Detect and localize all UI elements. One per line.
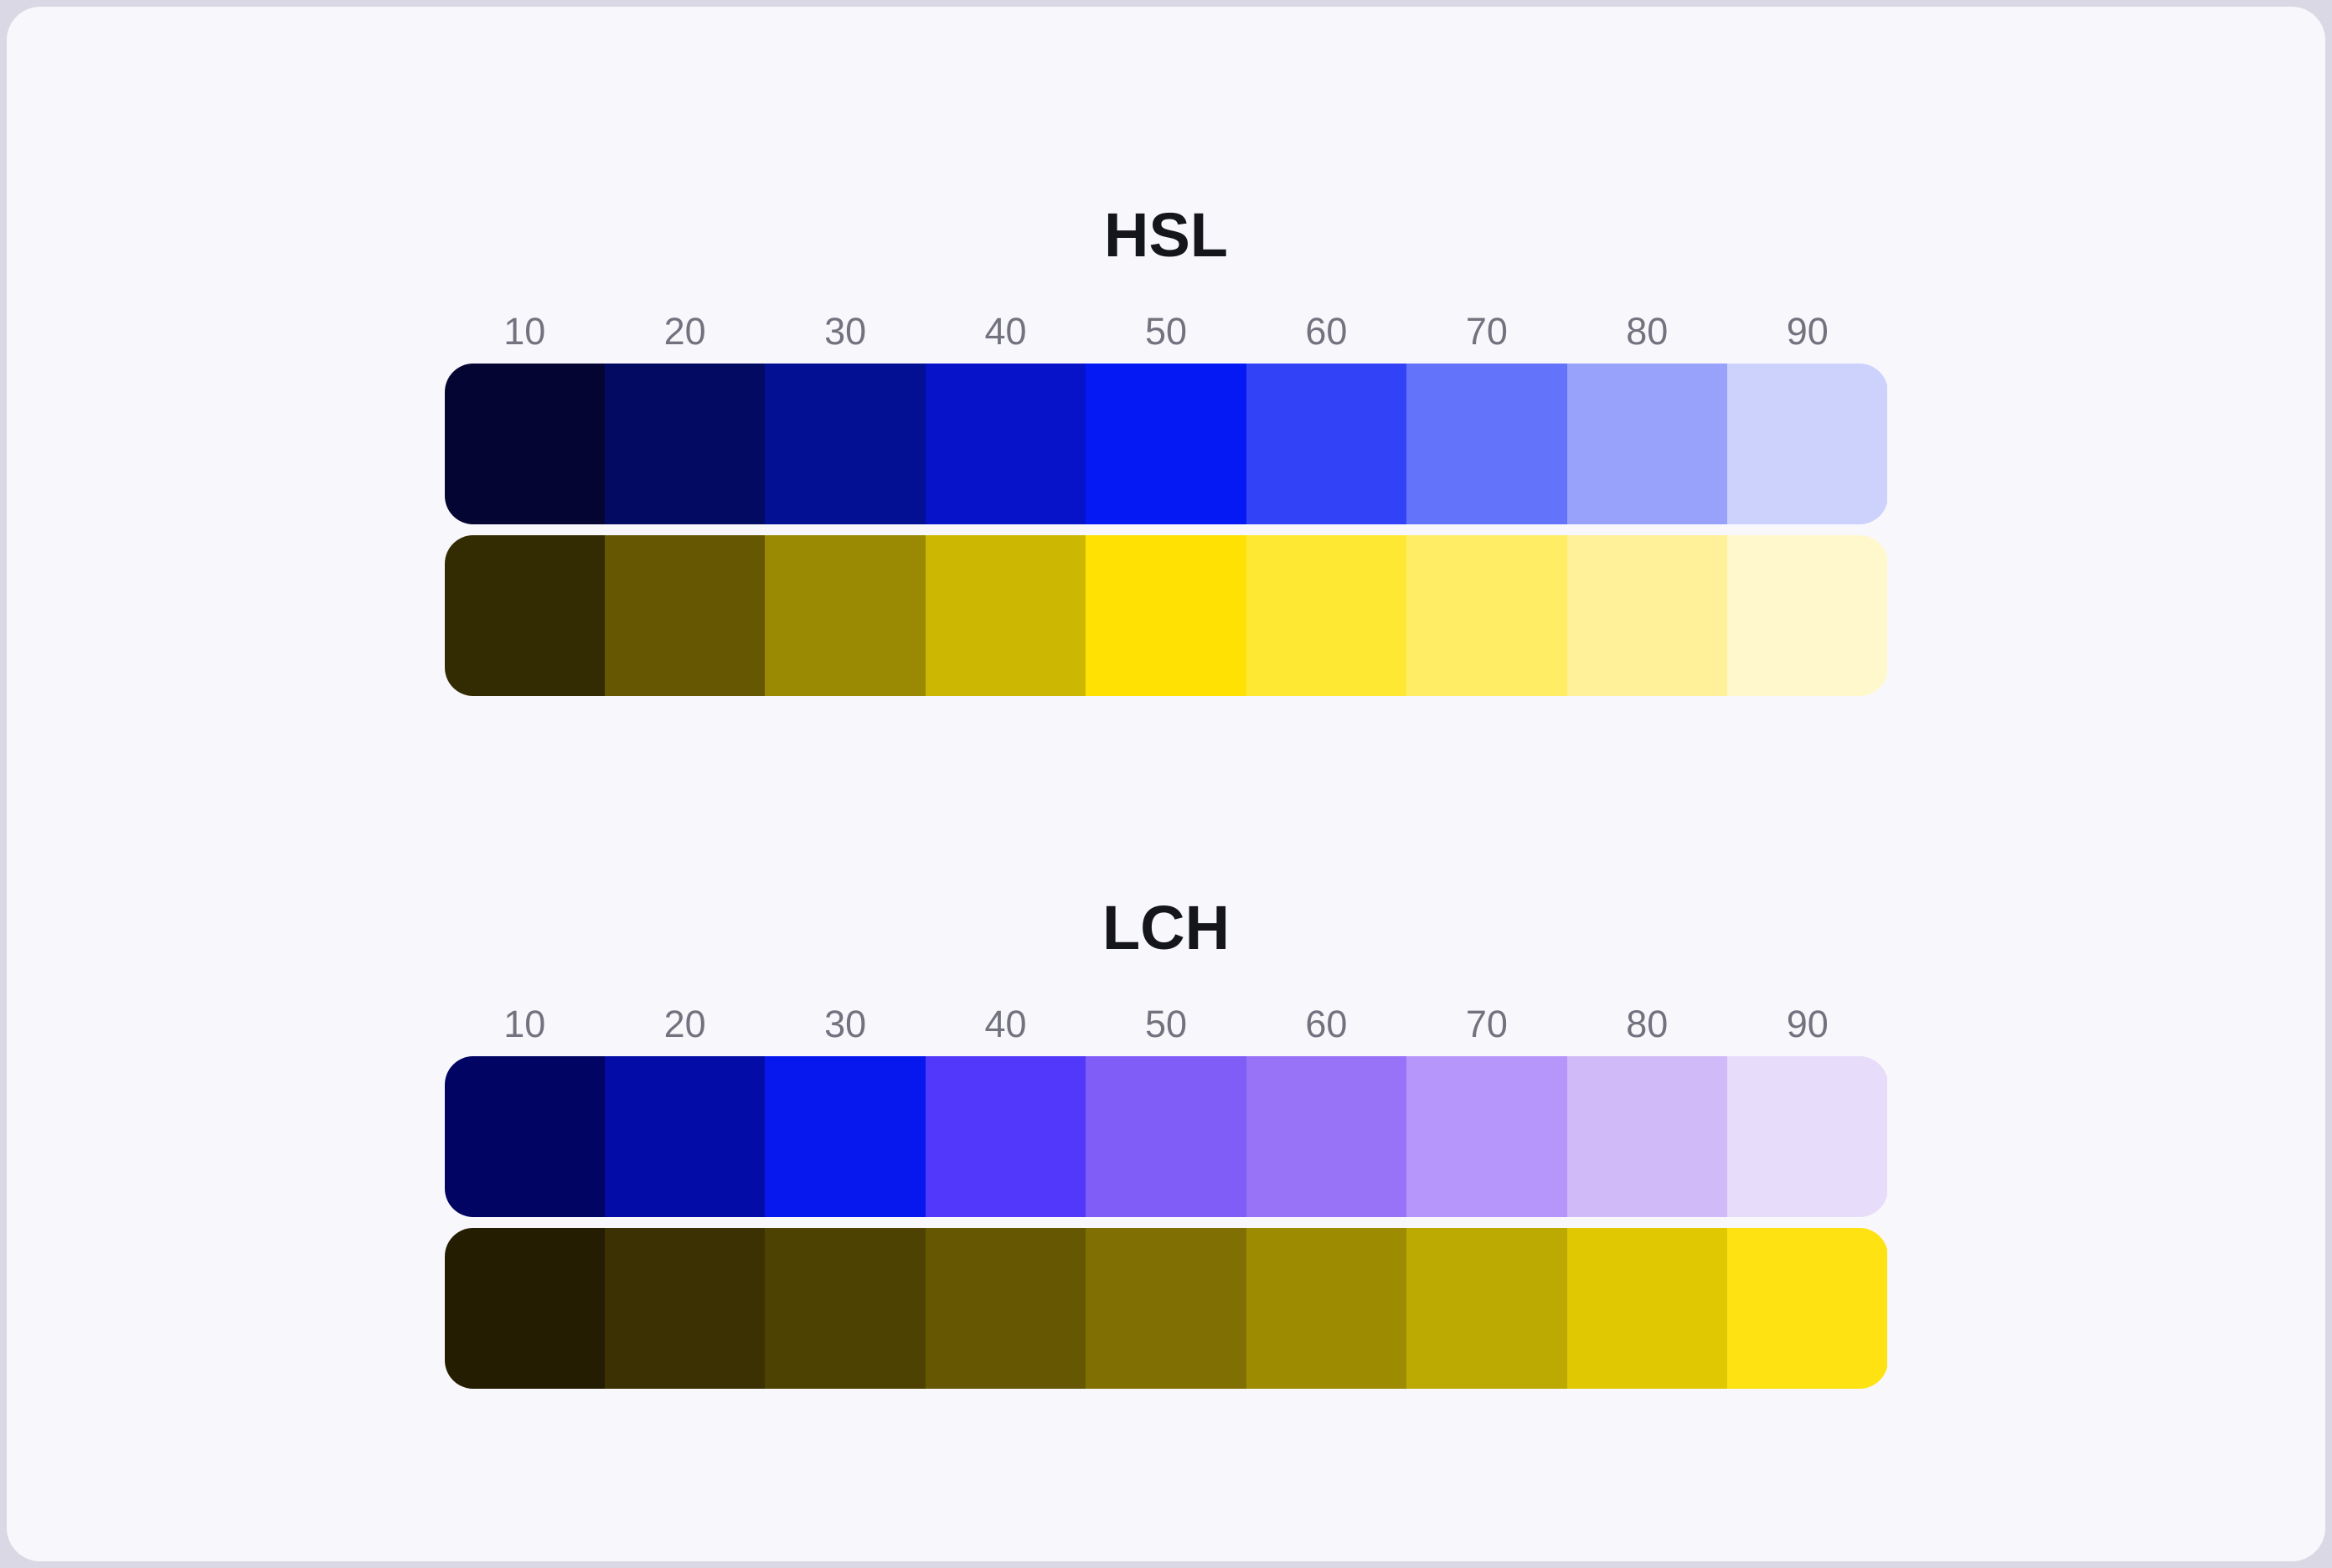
swatch-hsl-yellow-scale-60: [1246, 535, 1407, 696]
lightness-label-30: 30: [824, 1003, 867, 1045]
lightness-label-50: 50: [1144, 310, 1187, 353]
swatch-lch-blue-scale-60: [1246, 1056, 1407, 1217]
swatch-hsl-blue-scale-20: [604, 364, 766, 524]
lightness-label-60: 60: [1305, 1003, 1348, 1045]
swatch-hsl-blue-scale-40: [925, 364, 1086, 524]
lightness-label-90: 90: [1786, 310, 1829, 353]
palette-card: HSL 10 20 30 40 50 60 70 80 90 LCH 10 20 30 40 50 60 7…: [7, 7, 2325, 1561]
scale-group-lch: LCH 10 20 30 40 50 60 70 80 90: [444, 893, 1888, 1389]
swatch-lch-blue-scale-50: [1086, 1056, 1246, 1217]
hsl-yellow-bar: [444, 535, 1888, 696]
lch-title: LCH: [1102, 893, 1230, 962]
swatch-lch-blue-scale-80: [1566, 1056, 1727, 1217]
swatch-lch-blue-scale-70: [1406, 1056, 1567, 1217]
swatch-lch-yellow-scale-50: [1086, 1228, 1246, 1389]
lightness-label-70: 70: [1465, 1003, 1508, 1045]
swatch-lch-blue-scale-10: [444, 1056, 605, 1217]
swatch-lch-yellow-scale-10: [444, 1228, 605, 1389]
hsl-title: HSL: [1104, 200, 1228, 270]
swatch-lch-yellow-scale-60: [1246, 1228, 1407, 1389]
lightness-label-10: 10: [503, 310, 546, 353]
swatch-lch-yellow-scale-20: [604, 1228, 766, 1389]
hsl-blue-bar: [444, 364, 1888, 524]
swatch-hsl-blue-scale-50: [1086, 364, 1246, 524]
lightness-label-90: 90: [1786, 1003, 1829, 1045]
lch-yellow-bar: [444, 1228, 1888, 1389]
swatch-lch-blue-scale-20: [604, 1056, 766, 1217]
swatch-hsl-blue-scale-90: [1727, 364, 1888, 524]
swatch-hsl-yellow-scale-80: [1566, 535, 1727, 696]
swatch-hsl-yellow-scale-30: [765, 535, 926, 696]
swatch-hsl-yellow-scale-70: [1406, 535, 1567, 696]
swatch-hsl-blue-scale-70: [1406, 364, 1567, 524]
swatch-hsl-blue-scale-80: [1566, 364, 1727, 524]
lightness-label-20: 20: [663, 310, 706, 353]
swatch-lch-yellow-scale-30: [765, 1228, 926, 1389]
lightness-label-80: 80: [1626, 1003, 1669, 1045]
lch-lightness-labels: 10 20 30 40 50 60 70 80 90: [445, 1004, 1888, 1044]
swatch-hsl-blue-scale-30: [765, 364, 926, 524]
lch-blue-bar: [444, 1056, 1888, 1217]
swatch-lch-yellow-scale-90: [1727, 1228, 1888, 1389]
swatch-lch-blue-scale-30: [765, 1056, 926, 1217]
lightness-label-50: 50: [1144, 1003, 1187, 1045]
lightness-label-70: 70: [1465, 310, 1508, 353]
swatch-lch-blue-scale-40: [925, 1056, 1086, 1217]
swatch-hsl-yellow-scale-50: [1086, 535, 1246, 696]
lightness-label-10: 10: [503, 1003, 546, 1045]
scale-group-hsl: HSL 10 20 30 40 50 60 70 80 90: [444, 200, 1888, 696]
lightness-label-40: 40: [984, 310, 1027, 353]
lightness-label-80: 80: [1626, 310, 1669, 353]
hsl-lightness-labels: 10 20 30 40 50 60 70 80 90: [445, 312, 1888, 352]
swatch-lch-yellow-scale-80: [1566, 1228, 1727, 1389]
swatch-hsl-yellow-scale-40: [925, 535, 1086, 696]
swatch-hsl-yellow-scale-90: [1727, 535, 1888, 696]
lightness-label-60: 60: [1305, 310, 1348, 353]
swatch-hsl-blue-scale-60: [1246, 364, 1407, 524]
swatch-hsl-yellow-scale-10: [444, 535, 605, 696]
swatch-hsl-yellow-scale-20: [604, 535, 766, 696]
lightness-label-20: 20: [663, 1003, 706, 1045]
swatch-lch-yellow-scale-70: [1406, 1228, 1567, 1389]
lightness-label-40: 40: [984, 1003, 1027, 1045]
swatch-lch-blue-scale-90: [1727, 1056, 1888, 1217]
swatch-hsl-blue-scale-10: [444, 364, 605, 524]
swatch-lch-yellow-scale-40: [925, 1228, 1086, 1389]
lightness-label-30: 30: [824, 310, 867, 353]
